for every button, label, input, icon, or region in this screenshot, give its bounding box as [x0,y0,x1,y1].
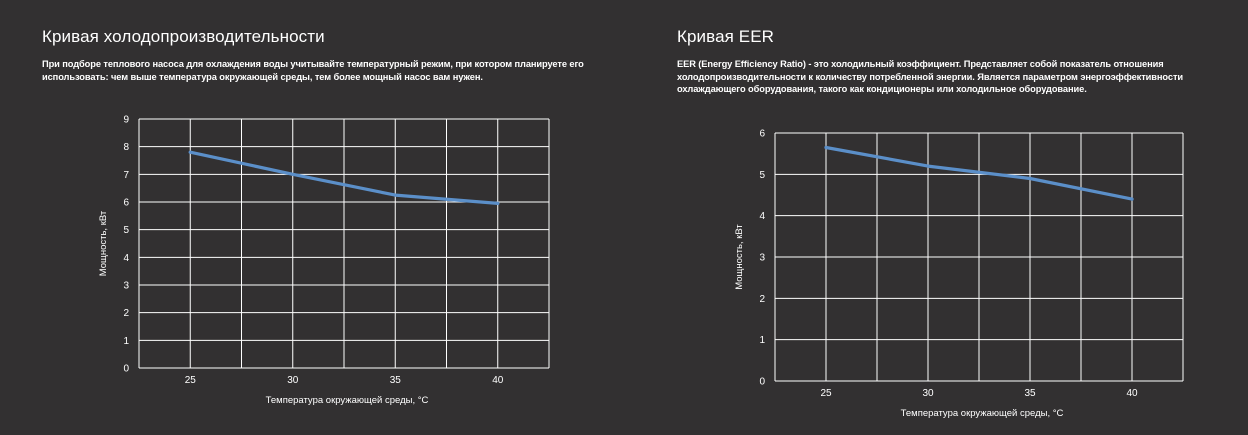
y-axis-label: Мощность, кВт [734,224,745,290]
x-tick-label: 35 [1024,388,1036,399]
panel-description: При подборе теплового насоса для охлажде… [42,59,584,82]
y-tick-label: 2 [759,294,765,305]
y-tick-label: 6 [123,198,129,209]
panel-description: EER (Energy Efficiency Ratio) - это холо… [677,59,1184,94]
y-axis-label: Мощность, кВт [98,210,109,276]
y-tick-label: 2 [123,308,129,319]
data-point [824,145,828,150]
x-axis-label: Температура окружающей среды, °C [901,408,1064,419]
x-axis-label: Температура окружающей среды, °C [266,395,429,406]
x-tick-label: 40 [1126,388,1138,399]
x-tick-label: 35 [390,375,402,386]
y-tick-label: 4 [123,253,129,264]
y-tick-label: 1 [123,336,129,347]
x-tick-label: 30 [287,375,299,386]
y-tick-label: 4 [759,211,765,222]
y-tick-label: 0 [759,377,765,388]
x-tick-label: 40 [492,375,504,386]
panel-title: Кривая холодопроизводительности [42,27,325,46]
y-tick-label: 5 [123,225,129,236]
y-tick-label: 3 [123,281,129,292]
x-tick-label: 30 [922,388,934,399]
y-tick-label: 6 [759,129,765,140]
y-tick-label: 5 [759,170,765,181]
data-point [1130,197,1134,201]
y-tick-label: 9 [123,115,129,126]
y-tick-label: 1 [759,335,765,346]
data-point [496,201,500,205]
data-point [291,172,295,176]
y-tick-label: 8 [123,142,129,153]
x-tick-label: 25 [185,375,197,386]
y-tick-label: 0 [123,364,129,375]
y-tick-label: 7 [123,170,129,181]
panel-title: Кривая EER [677,27,775,46]
data-point [926,164,930,168]
series-line [824,145,1134,201]
x-tick-label: 25 [820,388,832,399]
data-point [188,150,192,154]
data-point [1028,176,1032,181]
y-tick-label: 3 [759,253,765,264]
data-point [393,193,397,197]
series-line [188,150,500,205]
